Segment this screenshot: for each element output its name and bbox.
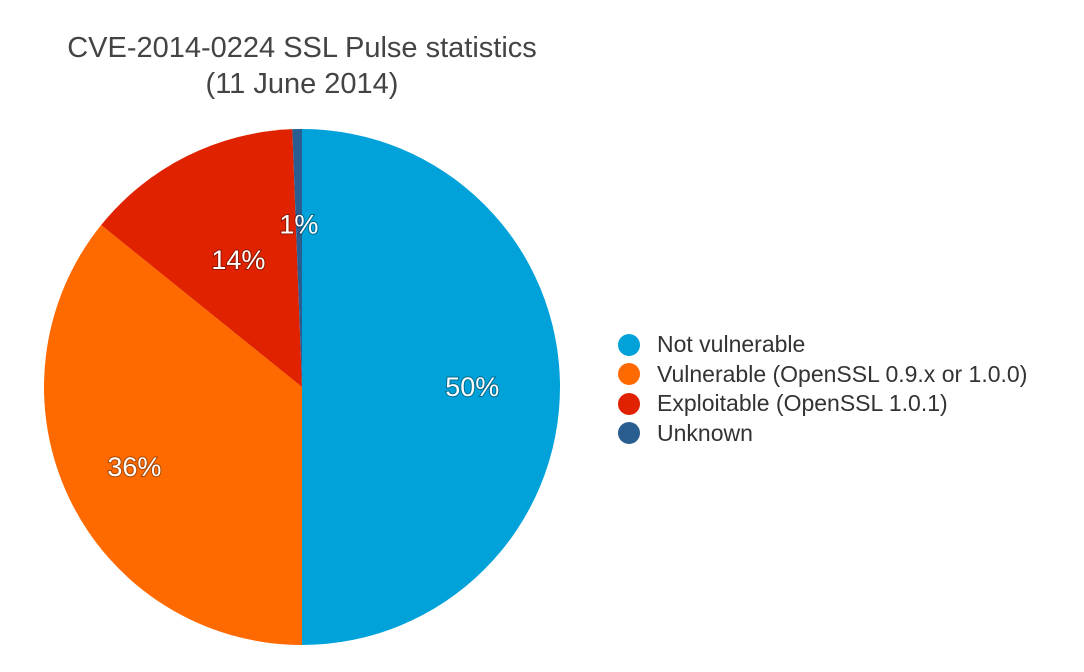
chart-title: CVE-2014-0224 SSL Pulse statistics (11 J…	[0, 30, 604, 102]
legend-label-exploitable: Exploitable (OpenSSL 1.0.1)	[657, 390, 948, 417]
pie-slice-exploitable	[101, 129, 302, 387]
pie-slice-not-vulnerable	[302, 129, 560, 645]
chart-legend: Not vulnerable Vulnerable (OpenSSL 0.9.x…	[618, 330, 1027, 448]
pie-slice-unknown	[292, 129, 302, 387]
legend-swatch-unknown	[618, 422, 640, 445]
legend-item-unknown: Unknown	[618, 419, 1027, 449]
slice-label-not-vulnerable: 50%	[445, 372, 499, 402]
legend-item-exploitable: Exploitable (OpenSSL 1.0.1)	[618, 389, 1027, 419]
slice-label-unknown: 1%	[279, 209, 318, 239]
legend-label-not-vulnerable: Not vulnerable	[657, 331, 806, 358]
pie-slice-vulnerable	[44, 225, 303, 645]
legend-swatch-vulnerable	[618, 363, 640, 386]
legend-swatch-not-vulnerable	[618, 333, 640, 356]
chart-title-line-2: (11 June 2014)	[205, 68, 399, 100]
legend-item-not-vulnerable: Not vulnerable	[618, 330, 1027, 360]
legend-item-vulnerable: Vulnerable (OpenSSL 0.9.x or 1.0.0)	[618, 360, 1027, 390]
legend-label-unknown: Unknown	[657, 419, 753, 446]
chart-title-line-1: CVE-2014-0224 SSL Pulse statistics	[67, 32, 537, 64]
legend-label-vulnerable: Vulnerable (OpenSSL 0.9.x or 1.0.0)	[657, 360, 1028, 387]
legend-swatch-exploitable	[618, 392, 640, 415]
slice-label-exploitable: 14%	[211, 245, 265, 275]
slice-label-vulnerable: 36%	[107, 452, 161, 482]
